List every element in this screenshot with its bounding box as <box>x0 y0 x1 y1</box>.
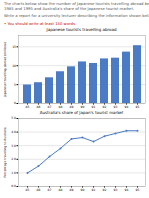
svg-text:89: 89 <box>70 189 74 193</box>
svg-text:2.0: 2.0 <box>11 158 16 162</box>
svg-text:91: 91 <box>92 189 96 193</box>
svg-text:4.0: 4.0 <box>11 130 16 134</box>
html-text:• You should write at least 15: • You should write at least 150 words. <box>4 20 77 26</box>
svg-text:88: 88 <box>59 106 63 110</box>
svg-text:95: 95 <box>136 189 140 193</box>
html-text:1985 and 1995 and Australia's: 1985 and 1995 and Australia's share of t… <box>4 5 135 11</box>
svg-text:85: 85 <box>26 106 30 110</box>
svg-text:92: 92 <box>103 106 107 110</box>
svg-text:86: 86 <box>37 106 41 110</box>
svg-text:1.0: 1.0 <box>11 171 16 175</box>
svg-text:87: 87 <box>48 106 52 110</box>
svg-text:95: 95 <box>136 106 140 110</box>
svg-text:Percentage travelling to Austr: Percentage travelling to Australia <box>3 128 7 178</box>
html-text:Australia's share of Japan's t: Australia's share of Japan's tourist mar… <box>39 110 124 116</box>
svg-text:92: 92 <box>103 189 107 193</box>
html-text:Japanese tourists travelling a: Japanese tourists travelling abroad <box>46 27 117 33</box>
svg-text:86: 86 <box>37 189 41 193</box>
svg-text:5: 5 <box>14 83 16 87</box>
svg-text:94: 94 <box>125 189 129 193</box>
svg-text:10: 10 <box>12 64 16 68</box>
svg-text:93: 93 <box>114 189 118 193</box>
svg-text:93: 93 <box>114 106 118 110</box>
svg-text:94: 94 <box>125 106 129 110</box>
svg-text:0: 0 <box>14 102 16 106</box>
svg-text:91: 91 <box>92 106 96 110</box>
svg-text:3.0: 3.0 <box>11 144 16 148</box>
svg-text:0.0: 0.0 <box>11 185 16 189</box>
svg-text:89: 89 <box>70 106 74 110</box>
svg-text:85: 85 <box>26 189 30 193</box>
svg-text:Japanese travelling abroad (mi: Japanese travelling abroad (millions) <box>3 42 7 98</box>
svg-text:90: 90 <box>81 189 85 193</box>
svg-text:15: 15 <box>12 45 16 49</box>
svg-text:90: 90 <box>81 106 85 110</box>
svg-text:87: 87 <box>48 189 52 193</box>
svg-text:88: 88 <box>59 189 63 193</box>
svg-text:5.0: 5.0 <box>11 117 16 121</box>
